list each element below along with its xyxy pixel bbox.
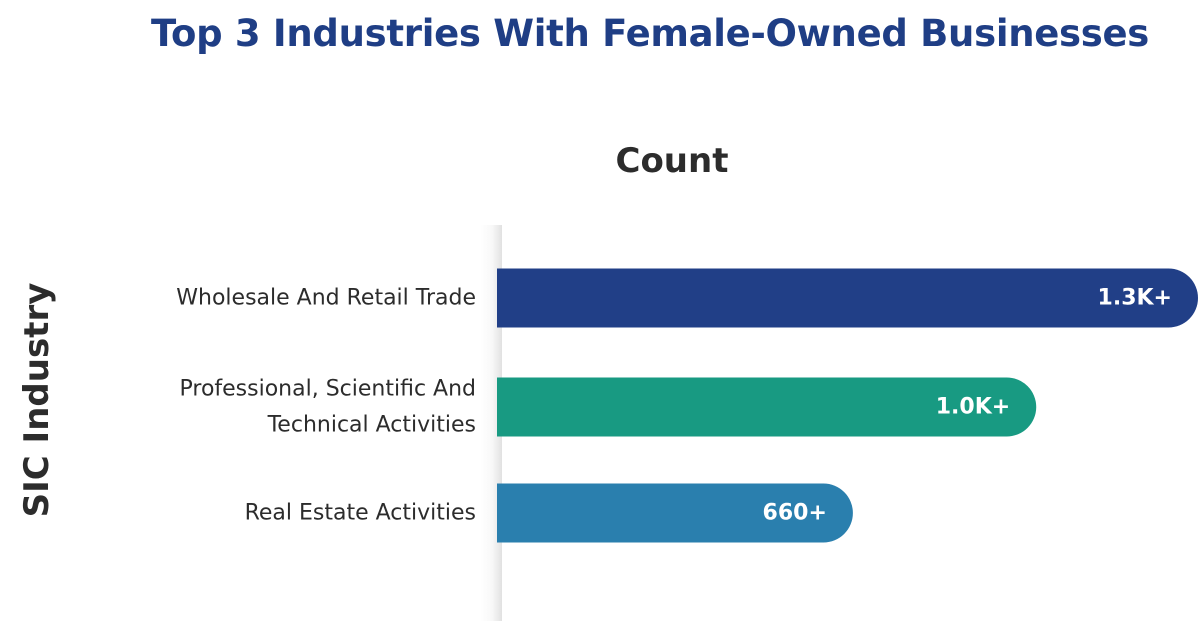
bar-value-label: 1.3K+: [1098, 286, 1172, 311]
category-label: Wholesale And Retail Trade: [176, 286, 476, 311]
chart-title: Top 3 Industries With Female-Owned Busin…: [150, 12, 1150, 55]
x-axis-label: Count: [615, 141, 729, 181]
axis-shadow: [480, 225, 502, 621]
category-label: Real Estate Activities: [245, 501, 476, 526]
category-label: Professional, Scientific And: [180, 377, 477, 402]
bar-value-label: 660+: [763, 501, 827, 526]
bar-value-label: 1.0K+: [936, 395, 1010, 420]
bar-1: [497, 268, 1198, 328]
category-label: Technical Activities: [267, 413, 476, 438]
bar-2: [497, 377, 1037, 437]
bar-3: [497, 483, 853, 543]
